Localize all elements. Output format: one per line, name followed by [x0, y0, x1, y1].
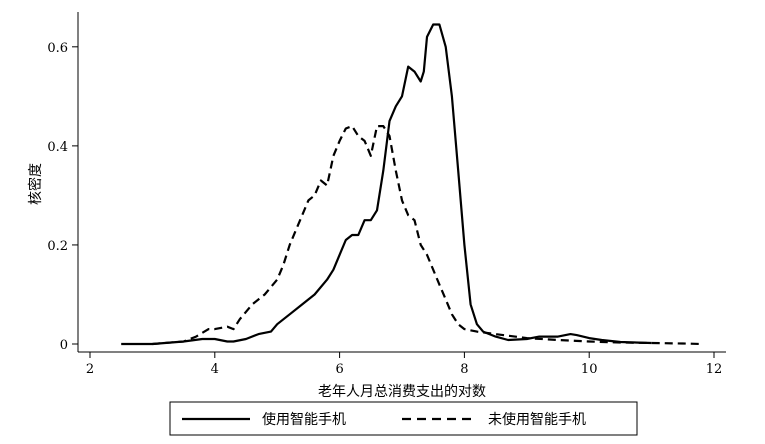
y-tick-label: 0.6 [47, 41, 68, 56]
x-tick-label: 10 [581, 362, 598, 377]
y-axis-title: 核密度 [27, 163, 44, 205]
x-axis-title: 老年人月总消费支出的对数 [318, 384, 486, 400]
x-tick-label: 4 [211, 362, 219, 377]
legend: 使用智能手机 未使用智能手机 [169, 401, 638, 436]
legend-label-non-smartphone-users: 未使用智能手机 [488, 411, 586, 428]
series-layer [121, 23, 702, 346]
legend-label-smartphone-users: 使用智能手机 [262, 411, 346, 428]
x-tick-label: 12 [706, 362, 723, 377]
series-line-non-smartphone-users [152, 125, 702, 346]
y-tick-label: 0 [60, 338, 68, 353]
x-tick-label: 8 [460, 362, 468, 377]
y-tick-label: 0.2 [47, 239, 68, 254]
x-axis-ticks: 2 4 6 8 10 12 [86, 352, 722, 377]
axes: 2 4 6 8 10 12 0 0.2 0.4 0.6 [47, 12, 726, 377]
series-line-smartphone-users [121, 23, 652, 346]
y-tick-label: 0.4 [47, 140, 68, 155]
x-tick-label: 6 [335, 362, 343, 377]
y-axis-ticks: 0 0.2 0.4 0.6 [47, 41, 78, 353]
x-tick-label: 2 [86, 362, 94, 377]
